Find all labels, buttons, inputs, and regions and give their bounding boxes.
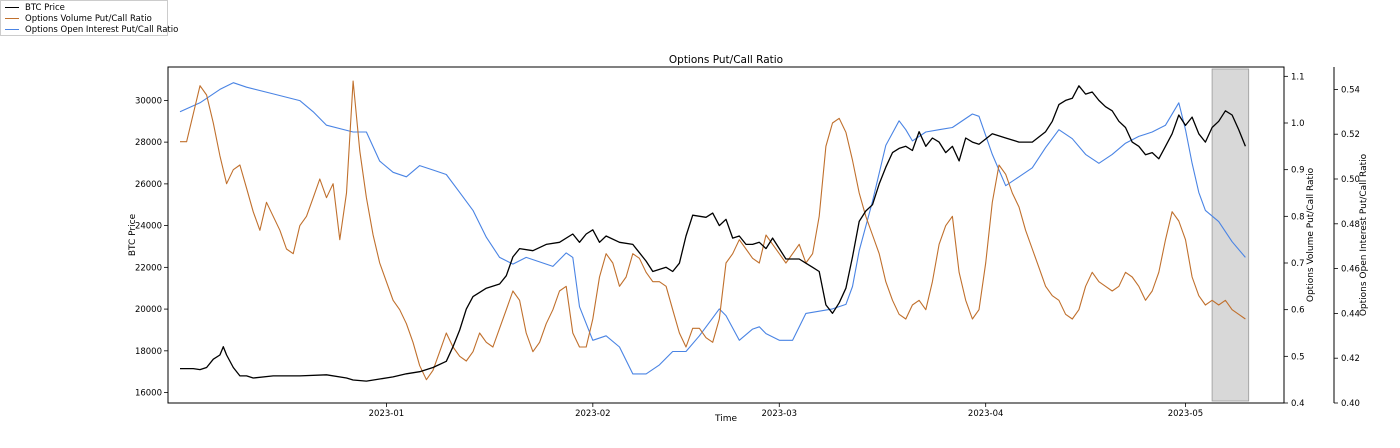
series-line-open-interest-ratio (179, 82, 1246, 375)
x-tick-label: 2023-01 (369, 409, 405, 419)
y-axis-label-volume: Options Volume Put/Call Ratio (1306, 167, 1316, 302)
y-tick-label-volume: 1.0 (1291, 119, 1305, 129)
legend-label-btc: BTC Price (25, 2, 65, 13)
y-tick-label-volume: 0.9 (1291, 166, 1305, 176)
legend-swatch-volume (5, 18, 19, 19)
plot-frame (167, 66, 1285, 404)
y-tick-label-left: 24000 (135, 222, 162, 232)
legend: BTC Price Options Volume Put/Call Ratio … (0, 0, 178, 36)
y-tick-label-volume: 0.6 (1291, 306, 1305, 316)
y-tick-label-open-interest: 0.40 (1341, 399, 1360, 409)
y-tick-label-volume: 0.5 (1291, 352, 1305, 362)
y-tick-label-left: 16000 (135, 389, 162, 399)
legend-swatch-open-interest (5, 29, 19, 30)
series-line-btc-price (180, 85, 1247, 382)
y-tick-label-volume: 1.1 (1291, 72, 1305, 82)
y-tick-label-left: 22000 (135, 263, 162, 273)
chart-title: Options Put/Call Ratio (669, 54, 783, 66)
legend-swatch-btc (5, 7, 19, 8)
y-tick-label-open-interest: 0.52 (1341, 130, 1360, 140)
series-line-volume-ratio (180, 80, 1246, 381)
y-tick-label-volume: 0.7 (1291, 259, 1305, 269)
legend-entry-open-interest: Options Open Interest Put/Call Ratio (5, 24, 178, 35)
legend-entry-btc: BTC Price (5, 2, 65, 13)
y-tick-label-left: 28000 (135, 138, 162, 148)
y-tick-label-left: 30000 (135, 96, 162, 106)
x-axis-label: Time (714, 414, 737, 424)
y-tick-label-volume: 0.8 (1291, 212, 1305, 222)
legend-entry-volume: Options Volume Put/Call Ratio (5, 13, 152, 24)
y-tick-label-volume: 0.4 (1291, 399, 1305, 409)
shaded-region (1211, 68, 1250, 402)
y-tick-label-open-interest: 0.46 (1341, 265, 1360, 275)
x-tick-label: 2023-03 (762, 409, 798, 419)
y-tick-label-open-interest: 0.48 (1341, 220, 1360, 230)
x-tick-label: 2023-05 (1168, 409, 1204, 419)
x-tick-label: 2023-02 (575, 409, 611, 419)
y-tick-label-open-interest: 0.42 (1341, 354, 1360, 364)
y-tick-label-left: 20000 (135, 305, 162, 315)
legend-label-volume: Options Volume Put/Call Ratio (25, 13, 152, 24)
y-axis-label-open-interest: Options Open Interest Put/Call Ratio (1359, 153, 1369, 316)
y-tick-label-open-interest: 0.44 (1341, 309, 1360, 319)
y-tick-label-left: 26000 (135, 180, 162, 190)
y-tick-label-open-interest: 0.50 (1341, 175, 1360, 185)
legend-label-open-interest: Options Open Interest Put/Call Ratio (25, 24, 179, 35)
y-axis-label-left: BTC Price (128, 213, 138, 256)
y-tick-label-left: 18000 (135, 347, 162, 357)
y-tick-label-open-interest: 0.54 (1341, 85, 1360, 95)
x-tick-label: 2023-04 (968, 409, 1004, 419)
